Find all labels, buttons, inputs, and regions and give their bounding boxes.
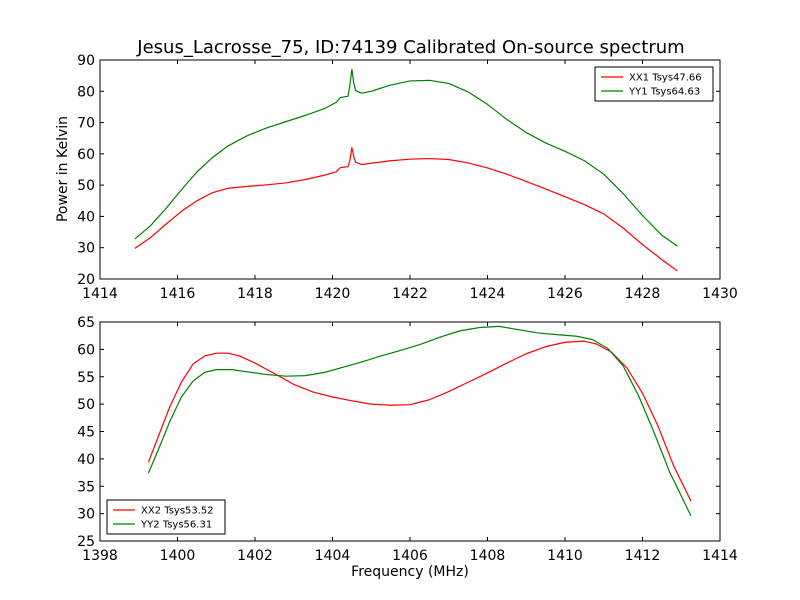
top-x-tick-label: 1424 — [470, 286, 506, 302]
top-y-tick-label: 30 — [77, 241, 95, 257]
bottom-x-axis-label: Frequency (MHz) — [351, 564, 469, 580]
top-series-line-2 — [134, 68, 678, 247]
bottom-y-tick-label: 35 — [77, 479, 95, 495]
bottom-series-line-2 — [147, 325, 692, 517]
bottom-legend-box — [106, 499, 226, 535]
bottom-y-tick-label: 55 — [77, 370, 95, 386]
bottom-x-tick-label: 1398 — [82, 548, 118, 564]
bottom-y-tick-label: 40 — [77, 452, 95, 468]
top-legend-label-2: YY1 Tsys64.63 — [628, 87, 700, 98]
bottom-series-line-1 — [147, 340, 692, 502]
bottom-x-tick-label: 1410 — [547, 548, 583, 564]
bottom-x-tick-label: 1406 — [392, 548, 428, 564]
top-series-line-1 — [134, 147, 678, 272]
bottom-y-tick-label: 60 — [77, 342, 95, 358]
top-y-tick-label: 80 — [77, 84, 95, 100]
top-x-tick-label: 1428 — [625, 286, 661, 302]
bottom-legend: XX2 Tsys53.52 YY2 Tsys56.31 — [106, 499, 226, 535]
bottom-y-tick-label: 30 — [77, 507, 95, 523]
top-y-tick-label: 20 — [77, 272, 95, 288]
bottom-y-tick-label: 25 — [77, 534, 95, 550]
top-legend-box — [594, 66, 714, 102]
figure-title: Jesus_Lacrosse_75, ID:74139 Calibrated O… — [136, 37, 684, 58]
top-spectrum-panel: 1414 1416 1418 1420 1422 1424 1426 1428 1430 20 30… — [77, 53, 738, 302]
bottom-x-tick-label: 1408 — [470, 548, 506, 564]
bottom-legend-label-2: YY2 Tsys56.31 — [140, 520, 212, 531]
bottom-x-tick-label: 1414 — [702, 548, 738, 564]
top-legend: XX1 Tsys47.66 YY1 Tsys64.63 — [594, 66, 714, 102]
top-y-tick-label: 50 — [77, 178, 95, 194]
bottom-y-tick-label: 65 — [77, 315, 95, 331]
top-x-tick-label: 1416 — [160, 286, 196, 302]
top-x-tick-label: 1430 — [702, 286, 738, 302]
top-y-tick-label: 70 — [77, 116, 95, 132]
top-x-tick-label: 1414 — [82, 286, 118, 302]
top-y-tick-label: 90 — [77, 53, 95, 69]
top-x-tick-label: 1426 — [547, 286, 583, 302]
bottom-x-tick-label: 1400 — [160, 548, 196, 564]
bottom-spectrum-panel: 1398 1400 1402 1404 1406 1408 1410 1412 1414 25 30… — [77, 315, 738, 564]
bottom-x-tick-label: 1402 — [237, 548, 273, 564]
top-legend-label-1: XX1 Tsys47.66 — [629, 73, 702, 84]
top-y-tick-label: 60 — [77, 147, 95, 163]
bottom-legend-label-1: XX2 Tsys53.52 — [141, 506, 214, 517]
top-x-tick-label: 1418 — [237, 286, 273, 302]
top-y-tick-label: 40 — [77, 209, 95, 225]
top-x-tick-label: 1422 — [392, 286, 428, 302]
bottom-y-tick-label: 50 — [77, 397, 95, 413]
bottom-y-tick-label: 45 — [77, 425, 95, 441]
bottom-x-tick-label: 1412 — [625, 548, 661, 564]
top-y-axis-label: Power in Kelvin — [55, 116, 71, 222]
bottom-x-tick-label: 1404 — [315, 548, 351, 564]
top-x-tick-label: 1420 — [315, 286, 351, 302]
